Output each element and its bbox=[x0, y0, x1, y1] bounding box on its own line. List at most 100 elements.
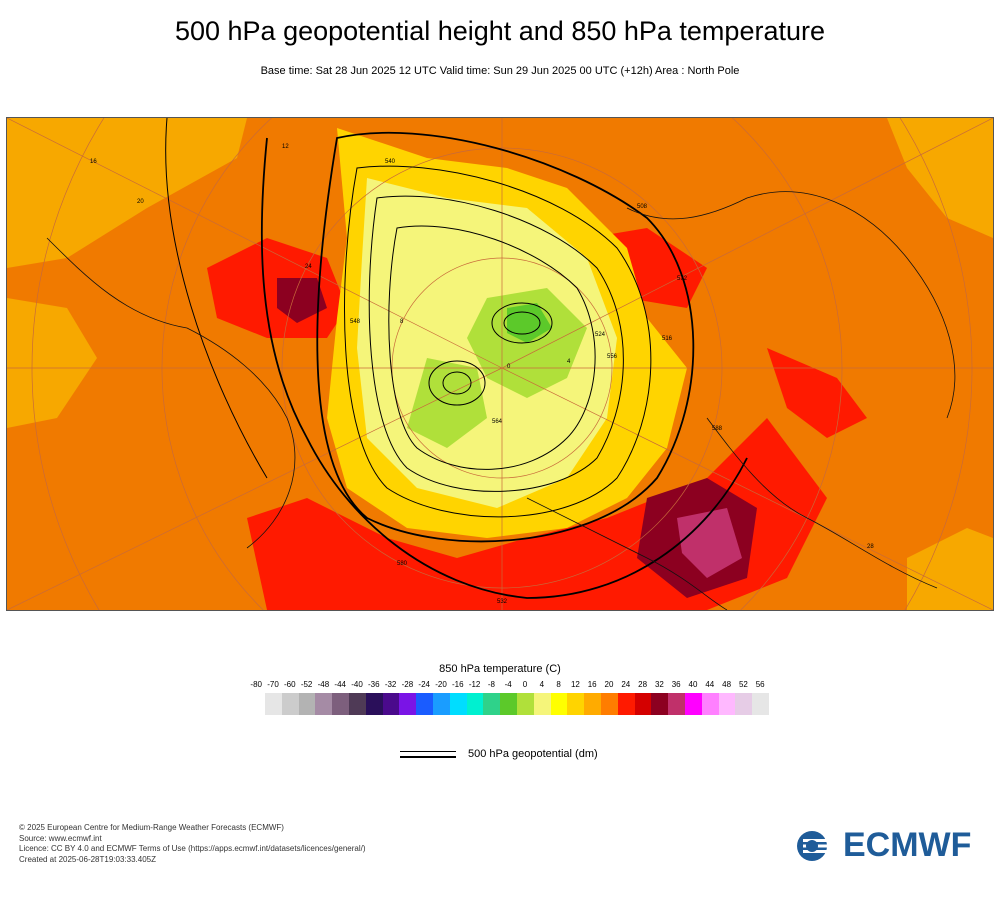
temperature-legend-title: 850 hPa temperature (C) bbox=[439, 663, 561, 675]
warm-region-ne bbox=[887, 118, 993, 238]
warm-region-nw bbox=[7, 118, 247, 268]
colorbar-tick-label: 12 bbox=[570, 680, 580, 689]
contour-label: 508 bbox=[637, 204, 648, 210]
geopotential-line-sample bbox=[400, 749, 456, 759]
map-svg: 540 548 556 564 572 580 588 524 532 508 … bbox=[7, 118, 993, 610]
coldest-green-core bbox=[507, 303, 552, 343]
colorbar-swatch bbox=[281, 693, 299, 715]
colorbar-swatch bbox=[432, 693, 450, 715]
colorbar-swatch bbox=[701, 693, 719, 715]
copyright-footer: © 2025 European Centre for Medium-Range … bbox=[19, 823, 366, 865]
ecmwf-logo[interactable]: ECMWF bbox=[795, 826, 971, 865]
colorbar-swatch bbox=[718, 693, 736, 715]
graticule bbox=[7, 118, 993, 610]
contour-label: 548 bbox=[350, 319, 361, 325]
colorbar-tick-label: 32 bbox=[654, 680, 664, 689]
footer-copyright: © 2025 European Centre for Medium-Range … bbox=[19, 823, 284, 832]
temp-label: 24 bbox=[305, 264, 312, 270]
cold-green-region-2 bbox=[407, 358, 487, 448]
colorbar-tick-label: 20 bbox=[604, 680, 614, 689]
colorbar-tick-label: 48 bbox=[722, 680, 732, 689]
colorbar-tick-label: 28 bbox=[638, 680, 648, 689]
contour-label: 516 bbox=[662, 336, 673, 342]
colorbar-swatch bbox=[332, 693, 349, 715]
contour-label: 564 bbox=[492, 419, 503, 425]
footer-licence: Licence: CC BY 4.0 and ECMWF Terms of Us… bbox=[19, 844, 366, 853]
colorbar-swatch bbox=[617, 693, 635, 715]
geopotential-legend-label: 500 hPa geopotential (dm) bbox=[468, 748, 598, 760]
colorbar-tick-labels: -80 -70 -60 -52 -48 -44 -40 -36 -32 -28 -24 -20 -16-… bbox=[240, 680, 764, 692]
contour-label: 572 bbox=[677, 276, 688, 282]
warm-region-w bbox=[7, 298, 97, 428]
colorbar-tick-label: -8 bbox=[487, 680, 495, 689]
colorbar-tick-label: -44 bbox=[334, 680, 346, 689]
geopotential-legend: 500 hPa geopotential (dm) bbox=[400, 748, 598, 760]
colorbar-swatch bbox=[567, 693, 585, 715]
north-pole-map[interactable]: 540 548 556 564 572 580 588 524 532 508 … bbox=[6, 117, 994, 611]
warm-region-se bbox=[907, 528, 993, 610]
colorbar-swatch bbox=[348, 693, 366, 715]
colorbar-swatch bbox=[265, 693, 282, 715]
colorbar-tick-label: 56 bbox=[755, 680, 765, 689]
colorbar-tick-label: 8 bbox=[556, 680, 561, 689]
colorbar-swatch bbox=[533, 693, 551, 715]
colorbar-tick-label: -40 bbox=[351, 680, 363, 689]
colorbar-swatch bbox=[584, 693, 601, 715]
colorbar-tick-label: -52 bbox=[300, 680, 313, 689]
colorbar-swatch bbox=[416, 693, 433, 715]
colorbar-tick-label: -4 bbox=[504, 680, 512, 689]
colorbar-swatch bbox=[298, 693, 316, 715]
temp-label: 0 bbox=[507, 364, 511, 370]
ecmwf-logo-text: ECMWF bbox=[843, 826, 972, 864]
contour-label: 580 bbox=[397, 561, 408, 567]
coastlines bbox=[46, 191, 956, 610]
colorbar-swatch bbox=[449, 693, 467, 715]
colorbar-tick-label: -80 bbox=[250, 680, 262, 689]
temp-label: 20 bbox=[137, 199, 144, 205]
colorbar-swatch bbox=[466, 693, 484, 715]
colorbar-swatch bbox=[399, 693, 417, 715]
temp-label: 28 bbox=[867, 544, 874, 550]
colorbar-swatch bbox=[752, 693, 769, 715]
colorbar-tick-label: 4 bbox=[539, 680, 545, 689]
colorbar-swatch bbox=[550, 693, 568, 715]
colorbar-swatch bbox=[500, 693, 517, 715]
colorbar-swatch bbox=[735, 693, 753, 715]
ecmwf-logo-icon bbox=[797, 830, 839, 861]
colorbar-tick-label: -36 bbox=[368, 680, 380, 689]
contour-label: 556 bbox=[607, 354, 618, 360]
colorbar-swatch bbox=[483, 693, 501, 715]
chart-subtitle: Base time: Sat 28 Jun 2025 12 UTC Valid … bbox=[260, 65, 740, 77]
colorbar-tick-label: -12 bbox=[468, 680, 481, 689]
colorbar-tick-label: -48 bbox=[317, 680, 330, 689]
contour-label: 532 bbox=[497, 599, 508, 605]
temp-label: 8 bbox=[400, 319, 404, 325]
colorbar-swatch bbox=[315, 693, 333, 715]
footer-created: Created at 2025-06-28T19:03:33.405Z bbox=[19, 854, 156, 864]
colorbar-tick-label: 0 bbox=[522, 680, 528, 689]
contour-label: 540 bbox=[385, 159, 396, 165]
geopotential-contours bbox=[165, 118, 748, 599]
colorbar-tick-label: 44 bbox=[705, 680, 715, 689]
contour-label: 524 bbox=[595, 332, 606, 338]
colorbar-tick-label: -20 bbox=[435, 680, 447, 689]
colorbar-swatch bbox=[684, 693, 702, 715]
colorbar-tick-label: -16 bbox=[452, 680, 464, 689]
colorbar-tick-label: 52 bbox=[738, 680, 748, 689]
hot-zone-east bbox=[767, 348, 867, 438]
temp-label: 16 bbox=[90, 159, 97, 165]
temperature-colorbar bbox=[265, 693, 769, 715]
colorbar-swatch bbox=[516, 693, 534, 715]
colorbar-tick-label: 40 bbox=[688, 680, 698, 689]
colorbar-tick-label: 16 bbox=[587, 680, 597, 689]
extreme-hot-core bbox=[677, 508, 742, 578]
temp-label: 12 bbox=[282, 144, 289, 150]
colorbar-tick-label: -28 bbox=[401, 680, 414, 689]
colorbar-swatch bbox=[668, 693, 685, 715]
colorbar-tick-label: -32 bbox=[384, 680, 397, 689]
colorbar-swatch bbox=[634, 693, 652, 715]
colorbar-tick-label: -60 bbox=[284, 680, 296, 689]
chart-title: 500 hPa geopotential height and 850 hPa … bbox=[174, 16, 825, 46]
colorbar-tick-label: 36 bbox=[671, 680, 681, 689]
colorbar-tick-label: -70 bbox=[267, 680, 279, 689]
